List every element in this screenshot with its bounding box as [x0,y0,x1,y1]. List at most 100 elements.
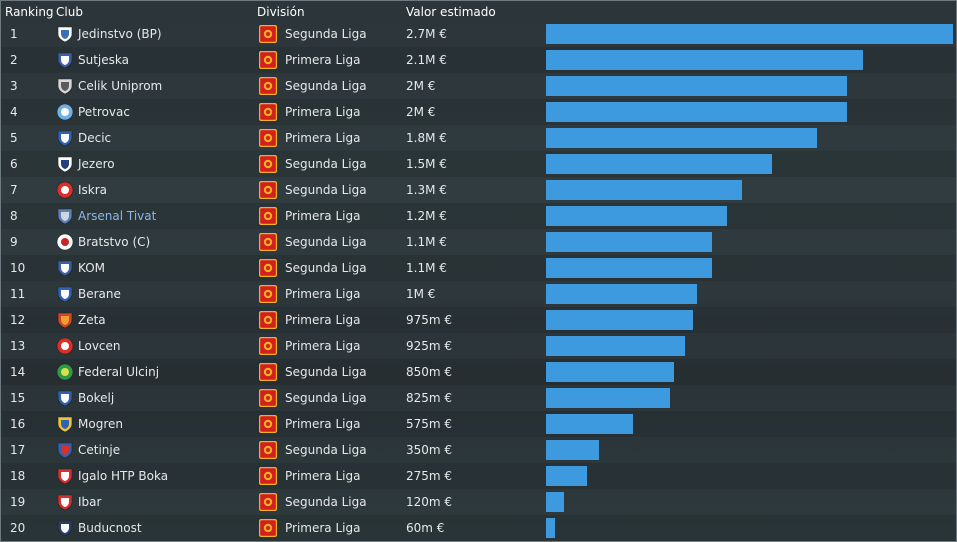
montenegro-flag-icon[interactable] [259,493,277,511]
division-name-link[interactable]: Primera Liga [285,417,361,431]
montenegro-flag-icon[interactable] [259,467,277,485]
montenegro-flag-icon[interactable] [259,259,277,277]
table-row[interactable]: 13 Lovcen Primera Liga 925m € [1,333,956,359]
division-name-link[interactable]: Segunda Liga [285,235,367,249]
club-crest-icon[interactable] [56,467,74,485]
club-crest-icon[interactable] [56,207,74,225]
club-crest-icon[interactable] [56,129,74,147]
club-name-link[interactable]: Bratstvo (C) [78,235,151,249]
montenegro-flag-icon[interactable] [259,337,277,355]
club-name-link[interactable]: Igalo HTP Boka [78,469,169,483]
montenegro-flag-icon[interactable] [259,181,277,199]
division-name-link[interactable]: Segunda Liga [285,391,367,405]
montenegro-flag-icon[interactable] [259,363,277,381]
table-row[interactable]: 5 Decic Primera Liga 1.8M € [1,125,956,151]
table-row[interactable]: 3 Celik Uniprom Segunda Liga 2M € [1,73,956,99]
header-division[interactable]: División [257,5,305,19]
club-name-link[interactable]: Federal Ulcinj [78,365,160,379]
table-row[interactable]: 16 Mogren Primera Liga 575m € [1,411,956,437]
table-row[interactable]: 15 Bokelj Segunda Liga 825m € [1,385,956,411]
club-name-link[interactable]: Buducnost [78,521,142,535]
division-name-link[interactable]: Segunda Liga [285,495,367,509]
montenegro-flag-icon[interactable] [259,311,277,329]
table-row[interactable]: 14 Federal Ulcinj Segunda Liga 850m € [1,359,956,385]
montenegro-flag-icon[interactable] [259,77,277,95]
club-crest-icon[interactable] [56,493,74,511]
table-row[interactable]: 6 Jezero Segunda Liga 1.5M € [1,151,956,177]
header-ranking[interactable]: Ranking [5,5,54,19]
division-name-link[interactable]: Segunda Liga [285,443,367,457]
table-row[interactable]: 11 Berane Primera Liga 1M € [1,281,956,307]
header-value[interactable]: Valor estimado [406,5,496,19]
montenegro-flag-icon[interactable] [259,415,277,433]
montenegro-flag-icon[interactable] [259,285,277,303]
table-row[interactable]: 4 Petrovac Primera Liga 2M € [1,99,956,125]
montenegro-flag-icon[interactable] [259,25,277,43]
club-crest-icon[interactable] [56,103,74,121]
club-name-link[interactable]: Petrovac [78,105,130,119]
division-name-link[interactable]: Primera Liga [285,131,361,145]
club-crest-icon[interactable] [56,415,74,433]
division-name-link[interactable]: Primera Liga [285,339,361,353]
table-row[interactable]: 1 Jedinstvo (BP) Segunda Liga 2.7M € [1,21,956,47]
club-crest-icon[interactable] [56,51,74,69]
table-row[interactable]: 8 Arsenal Tivat Primera Liga 1.2M € [1,203,956,229]
club-name-link[interactable]: Berane [78,287,121,301]
table-row[interactable]: 2 Sutjeska Primera Liga 2.1M € [1,47,956,73]
table-row[interactable]: 19 Ibar Segunda Liga 120m € [1,489,956,515]
club-name-link[interactable]: Lovcen [78,339,121,353]
club-name-link[interactable]: Arsenal Tivat [78,209,157,223]
division-name-link[interactable]: Segunda Liga [285,157,367,171]
montenegro-flag-icon[interactable] [259,103,277,121]
division-name-link[interactable]: Segunda Liga [285,261,367,275]
club-crest-icon[interactable] [56,311,74,329]
club-name-link[interactable]: Jedinstvo (BP) [78,27,162,41]
club-name-link[interactable]: KOM [78,261,106,275]
division-name-link[interactable]: Primera Liga [285,53,361,67]
club-name-link[interactable]: Zeta [78,313,106,327]
division-name-link[interactable]: Primera Liga [285,469,361,483]
club-crest-icon[interactable] [56,155,74,173]
club-crest-icon[interactable] [56,233,74,251]
table-row[interactable]: 18 Igalo HTP Boka Primera Liga 275m € [1,463,956,489]
division-name-link[interactable]: Primera Liga [285,105,361,119]
table-row[interactable]: 20 Buducnost Primera Liga 60m € [1,515,956,541]
table-row[interactable]: 17 Cetinje Segunda Liga 350m € [1,437,956,463]
table-row[interactable]: 9 Bratstvo (C) Segunda Liga 1.1M € [1,229,956,255]
montenegro-flag-icon[interactable] [259,51,277,69]
division-name-link[interactable]: Primera Liga [285,209,361,223]
club-crest-icon[interactable] [56,389,74,407]
montenegro-flag-icon[interactable] [259,207,277,225]
club-name-link[interactable]: Sutjeska [78,53,129,67]
montenegro-flag-icon[interactable] [259,155,277,173]
division-name-link[interactable]: Primera Liga [285,521,361,535]
montenegro-flag-icon[interactable] [259,519,277,537]
montenegro-flag-icon[interactable] [259,441,277,459]
club-name-link[interactable]: Jezero [78,157,115,171]
club-crest-icon[interactable] [56,441,74,459]
club-crest-icon[interactable] [56,181,74,199]
montenegro-flag-icon[interactable] [259,129,277,147]
club-crest-icon[interactable] [56,519,74,537]
montenegro-flag-icon[interactable] [259,233,277,251]
division-name-link[interactable]: Segunda Liga [285,27,367,41]
club-name-link[interactable]: Celik Uniprom [78,79,163,93]
division-name-link[interactable]: Segunda Liga [285,79,367,93]
table-row[interactable]: 7 Iskra Segunda Liga 1.3M € [1,177,956,203]
table-row[interactable]: 10 KOM Segunda Liga 1.1M € [1,255,956,281]
club-crest-icon[interactable] [56,77,74,95]
division-name-link[interactable]: Primera Liga [285,313,361,327]
club-crest-icon[interactable] [56,337,74,355]
club-crest-icon[interactable] [56,259,74,277]
club-crest-icon[interactable] [56,25,74,43]
header-club[interactable]: Club [56,5,83,19]
table-row[interactable]: 12 Zeta Primera Liga 975m € [1,307,956,333]
club-name-link[interactable]: Decic [78,131,112,145]
club-name-link[interactable]: Mogren [78,417,123,431]
club-name-link[interactable]: Iskra [78,183,108,197]
club-name-link[interactable]: Cetinje [78,443,121,457]
club-crest-icon[interactable] [56,363,74,381]
club-name-link[interactable]: Bokelj [78,391,115,405]
club-name-link[interactable]: Ibar [78,495,102,509]
division-name-link[interactable]: Primera Liga [285,287,361,301]
